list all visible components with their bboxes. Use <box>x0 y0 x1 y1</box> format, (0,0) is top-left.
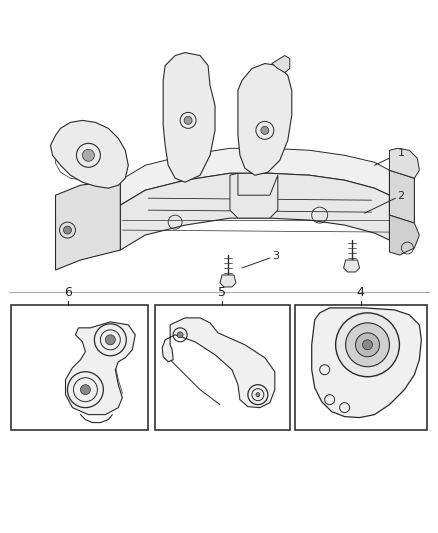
Circle shape <box>363 340 372 350</box>
Text: 6: 6 <box>64 286 72 299</box>
Polygon shape <box>56 180 120 270</box>
Circle shape <box>106 335 115 345</box>
Circle shape <box>336 313 399 377</box>
Polygon shape <box>389 148 419 178</box>
Circle shape <box>261 126 269 134</box>
Bar <box>295 305 427 430</box>
Circle shape <box>177 332 183 338</box>
Polygon shape <box>220 275 236 287</box>
Text: 3: 3 <box>272 251 279 261</box>
Circle shape <box>95 324 126 356</box>
Polygon shape <box>238 63 292 175</box>
Text: 4: 4 <box>357 286 364 299</box>
Polygon shape <box>389 170 414 223</box>
Circle shape <box>346 323 389 367</box>
Circle shape <box>184 116 192 124</box>
Circle shape <box>64 226 71 234</box>
Circle shape <box>81 385 90 394</box>
Polygon shape <box>162 318 275 408</box>
Polygon shape <box>120 148 389 205</box>
Text: 1: 1 <box>397 148 404 158</box>
Circle shape <box>356 333 379 357</box>
Circle shape <box>248 385 268 405</box>
Polygon shape <box>230 173 278 218</box>
Bar <box>155 305 290 430</box>
Polygon shape <box>389 215 419 255</box>
Polygon shape <box>163 53 215 182</box>
Polygon shape <box>272 55 290 72</box>
Text: 5: 5 <box>218 286 226 299</box>
Polygon shape <box>343 260 360 272</box>
Circle shape <box>67 372 103 408</box>
Polygon shape <box>66 322 135 415</box>
Polygon shape <box>120 173 389 250</box>
Text: 2: 2 <box>397 191 405 201</box>
Bar <box>11 305 148 430</box>
Circle shape <box>82 149 95 161</box>
Polygon shape <box>312 308 421 417</box>
Circle shape <box>256 393 260 397</box>
Polygon shape <box>50 120 128 188</box>
